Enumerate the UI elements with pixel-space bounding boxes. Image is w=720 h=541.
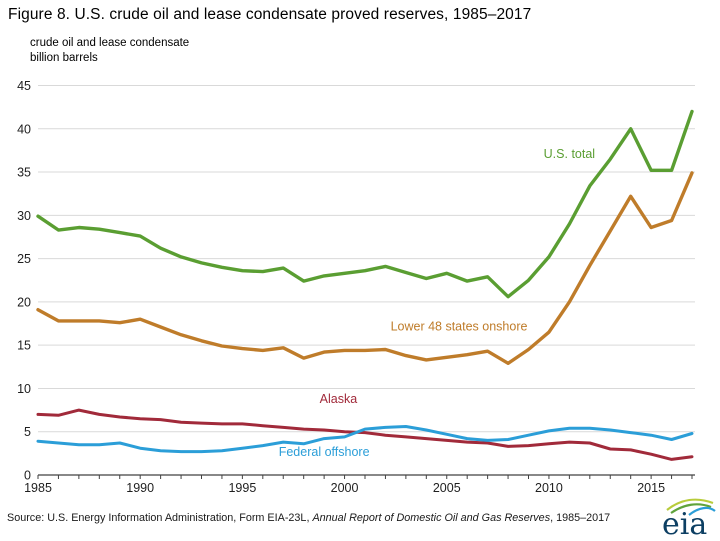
x-axis-label: 2015 (637, 481, 665, 495)
axis-units-line2: billion barrels (30, 51, 98, 64)
y-axis-label: 25 (17, 252, 31, 266)
source-prefix: Source: U.S. Energy Information Administ… (7, 512, 313, 524)
page-title: Figure 8. U.S. crude oil and lease conde… (8, 6, 532, 23)
y-axis-label: 5 (24, 425, 31, 439)
source-report-title: Annual Report of Domestic Oil and Gas Re… (312, 512, 551, 524)
series-line-federal-offshore (36, 425, 694, 454)
axis-units-note: crude oil and lease condensate billion b… (30, 36, 189, 66)
logo-arc-1 (666, 498, 714, 511)
series-line-lower-48-states-onshore (36, 171, 694, 365)
logo-arc-2 (670, 503, 712, 514)
eia-logo: eia (662, 498, 716, 538)
series-label-federal-offshore: Federal offshore (279, 445, 370, 459)
x-axis-label: 2010 (535, 481, 563, 495)
y-axis-label: 15 (17, 339, 31, 353)
y-axis-label: 10 (17, 382, 31, 396)
series-line-alaska (36, 408, 694, 461)
x-axis-label: 1990 (126, 481, 154, 495)
y-axis-label: 45 (17, 79, 31, 93)
axis-units-line1: crude oil and lease condensate (30, 37, 190, 49)
x-axis-label: 2005 (433, 481, 461, 495)
series-label-u-s-total: U.S. total (544, 147, 595, 161)
y-axis-label: 40 (17, 122, 31, 136)
x-axis-label: 1985 (24, 481, 52, 495)
y-axis-label: 30 (17, 209, 31, 223)
x-axis-label: 1995 (228, 481, 256, 495)
x-axis-label: 2000 (331, 481, 359, 495)
source-text: Source: U.S. Energy Information Administ… (7, 512, 657, 524)
series-label-alaska: Alaska (320, 392, 358, 406)
series-label-lower-48-states-onshore: Lower 48 states onshore (391, 319, 528, 333)
reserves-line-chart: 0 5 10 15 20 25 30 35 40 45 1985 1990 1995 2000 2005 20… (17, 79, 695, 495)
y-axis-label: 35 (17, 166, 31, 180)
logo-text: eia (662, 507, 707, 538)
y-axis-label: 0 (24, 469, 31, 483)
y-axis-label: 20 (17, 295, 31, 309)
series-line-u-s-total (36, 109, 694, 299)
logo-arc-3 (688, 506, 716, 516)
source-suffix: , 1985–2017 (550, 512, 611, 524)
